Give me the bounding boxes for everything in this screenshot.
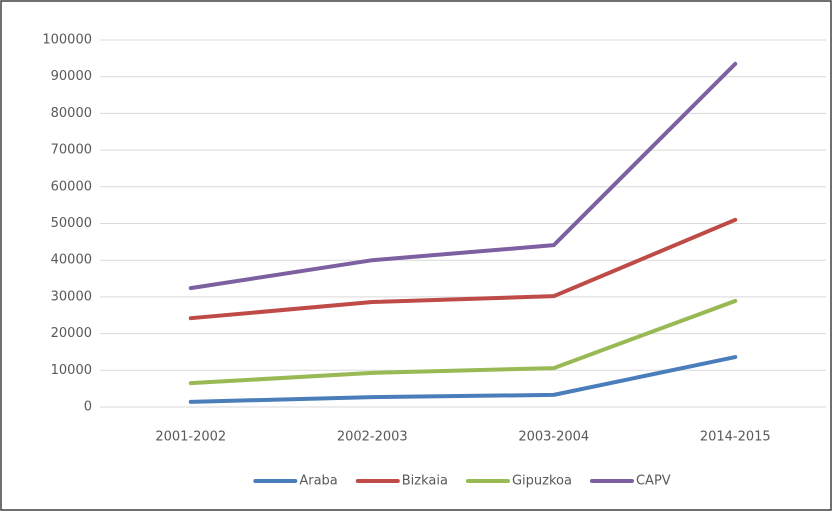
y-tick-label: 90000 [51, 69, 92, 84]
y-tick-label: 20000 [51, 326, 92, 341]
y-tick-label: 10000 [51, 363, 92, 378]
y-tick-label: 0 [84, 400, 92, 415]
y-tick-label: 60000 [51, 179, 92, 194]
x-tick-label: 2003-2004 [518, 430, 589, 445]
y-tick-label: 30000 [51, 289, 92, 304]
y-tick-label: 70000 [51, 143, 92, 158]
line-series [188, 61, 738, 291]
y-tick-label: 100000 [42, 33, 92, 48]
y-tick-label: 40000 [51, 253, 92, 268]
x-tick-label: 2001-2002 [155, 430, 226, 445]
x-tick-label: 2002-2003 [337, 430, 408, 445]
legend-label: Araba [299, 474, 337, 489]
y-tick-label: 50000 [51, 216, 92, 231]
legend-label: Gipuzkoa [512, 474, 572, 489]
legend-label: Bizkaia [402, 474, 448, 489]
line-series [188, 355, 738, 404]
legend-label: CAPV [636, 474, 671, 489]
y-tick-label: 80000 [51, 106, 92, 121]
line-series [188, 298, 738, 386]
x-tick-label: 2014-2015 [700, 430, 771, 445]
line-series [188, 217, 738, 321]
